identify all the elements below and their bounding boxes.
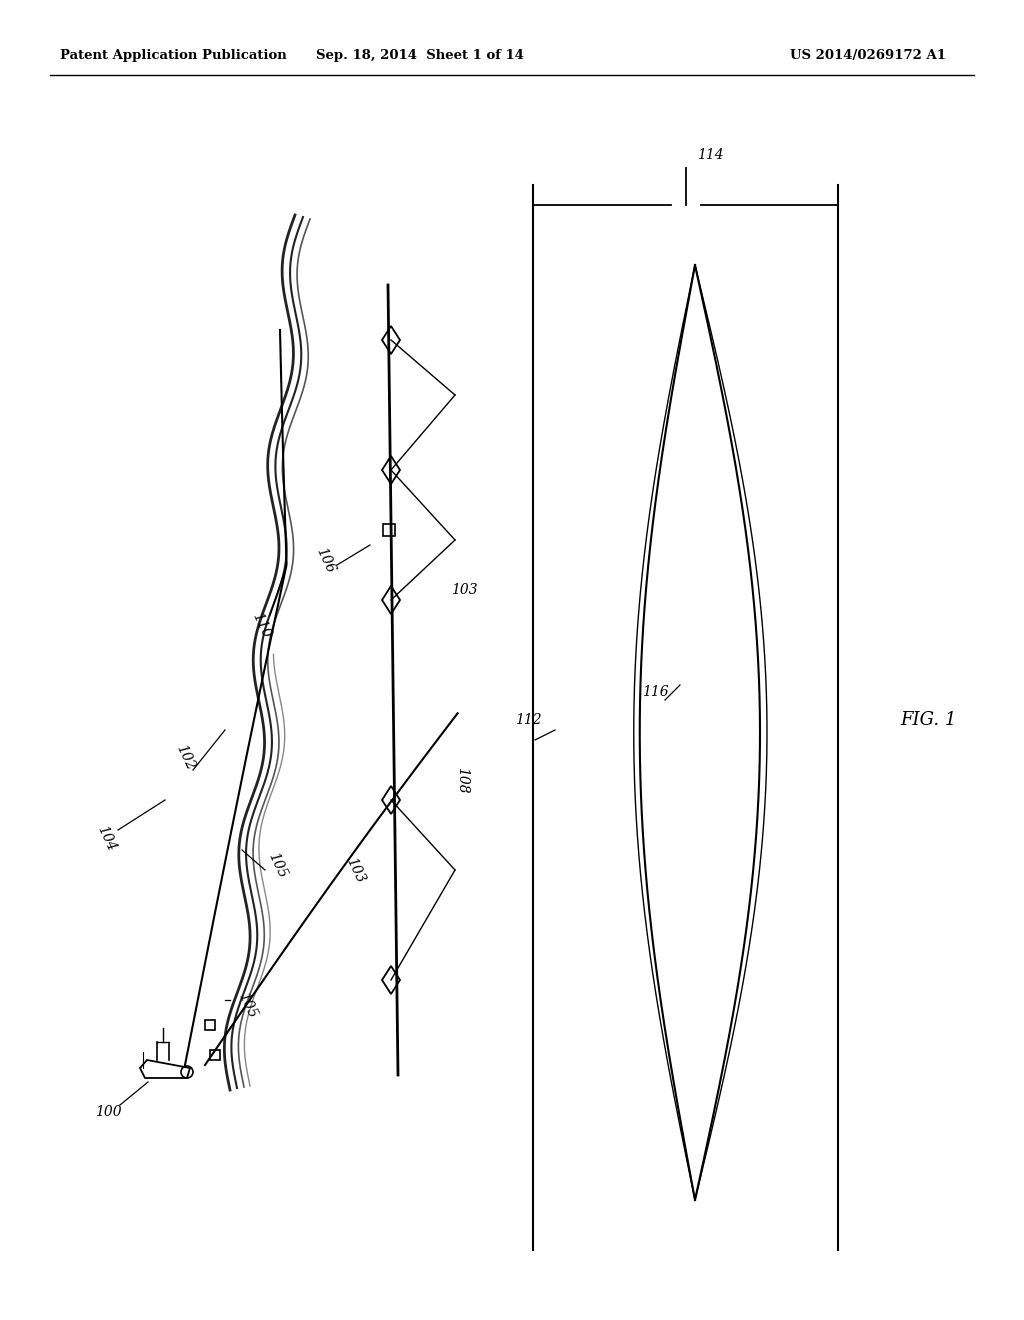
Text: 104: 104 — [94, 822, 118, 853]
Text: Sep. 18, 2014  Sheet 1 of 14: Sep. 18, 2014 Sheet 1 of 14 — [316, 49, 524, 62]
Text: 102: 102 — [173, 742, 197, 772]
Text: US 2014/0269172 A1: US 2014/0269172 A1 — [790, 49, 946, 62]
Text: 116: 116 — [642, 685, 669, 700]
Text: 103: 103 — [343, 855, 367, 884]
Text: 103: 103 — [451, 583, 477, 597]
Text: FIG. 1: FIG. 1 — [900, 711, 956, 729]
Text: 112: 112 — [515, 713, 542, 727]
Bar — [205, 1020, 215, 1030]
Text: 105: 105 — [265, 850, 289, 880]
Bar — [210, 1049, 220, 1060]
Text: 114: 114 — [697, 148, 724, 162]
Text: 108: 108 — [455, 767, 469, 793]
Text: 105: 105 — [236, 990, 259, 1020]
Text: Patent Application Publication: Patent Application Publication — [60, 49, 287, 62]
Bar — [383, 524, 395, 536]
Text: 110: 110 — [249, 610, 273, 640]
Text: 106: 106 — [313, 545, 337, 576]
Text: 100: 100 — [94, 1105, 121, 1119]
